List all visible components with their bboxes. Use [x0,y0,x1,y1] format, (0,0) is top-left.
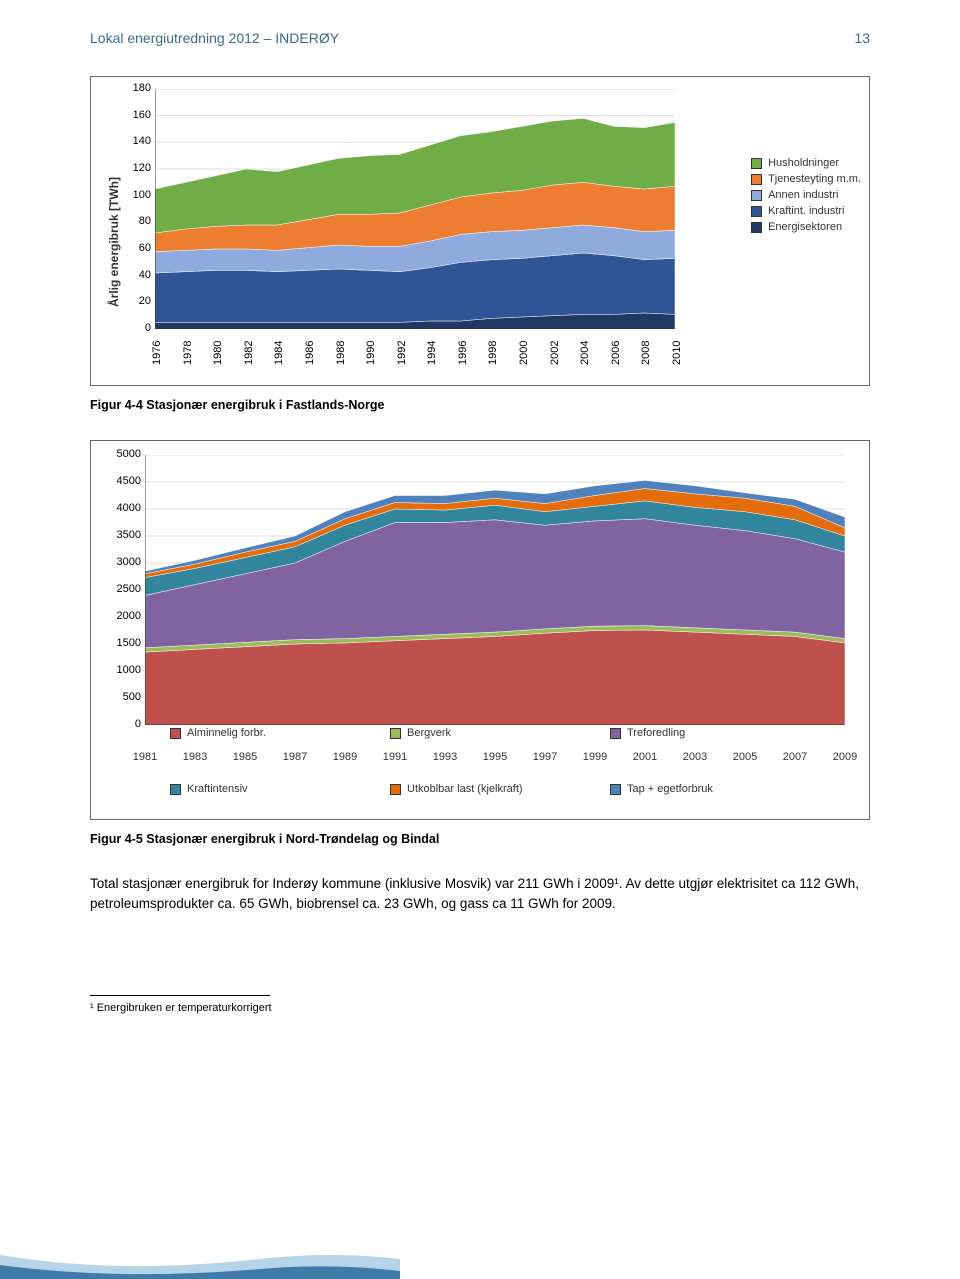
legend-label: Treforedling [627,727,685,739]
legend-label: Alminnelig forbr. [187,727,266,739]
chart-1: Årlig energibruk [TWh] 0 20 40 60 80 100 120 14… [90,76,870,386]
chart2-ytick: 3000 [109,556,141,568]
header-title: Lokal energiutredning 2012 – INDERØY [90,30,339,46]
chart1-xtick: 2010 [671,341,683,365]
legend-swatch-icon [610,784,621,795]
chart1-xtick: 1984 [273,341,285,365]
caption-2: Figur 4-5 Stasjonær energibruk i Nord-Tr… [90,832,870,846]
chart-2: 0500100015002000250030003500400045005000… [90,440,870,820]
legend-label: Bergverk [407,727,451,739]
chart1-xtick: 2000 [518,341,530,365]
legend-item: Kraftint. industri [751,205,861,217]
legend-swatch-icon [751,206,762,217]
legend-item: Bergverk [390,727,570,739]
legend-item: Annen industri [751,189,861,201]
legend-label: Utkoblbar last (kjelkraft) [407,783,523,795]
page-header: Lokal energiutredning 2012 – INDERØY 13 [90,30,870,46]
legend-swatch-icon [610,728,621,739]
chart1-ytick: 40 [121,269,151,281]
chart1-xtick: 1976 [151,341,163,365]
chart2-ytick: 500 [109,691,141,703]
chart1-ylabel: Årlig energibruk [TWh] [107,177,121,307]
chart1-ytick: 160 [121,109,151,121]
legend-swatch-icon [751,174,762,185]
chart1-ytick: 140 [121,135,151,147]
legend-label: Kraftint. industri [768,205,844,217]
chart1-xtick: 2002 [549,341,561,365]
legend-swatch-icon [170,728,181,739]
chart2-ytick: 2500 [109,583,141,595]
footnote: ¹ Energibruken er temperaturkorrigert [90,1002,870,1014]
legend-label: Tjenesteyting m.m. [768,173,861,185]
footer-swoosh-icon [0,1249,400,1279]
chart1-ytick: 0 [121,322,151,334]
chart1-xtick: 1982 [243,341,255,365]
legend-item: Tjenesteyting m.m. [751,173,861,185]
legend-item: Energisektoren [751,221,861,233]
chart1-xtick: 2008 [640,341,652,365]
legend-item: Kraftintensiv [170,783,350,795]
chart1-xtick: 1986 [304,341,316,365]
chart1-ytick: 180 [121,82,151,94]
chart1-xtick: 1990 [365,341,377,365]
caption-1: Figur 4-4 Stasjonær energibruk i Fastlan… [90,398,870,412]
chart1-xtick: 2004 [579,341,591,365]
legend-label: Kraftintensiv [187,783,248,795]
legend-label: Annen industri [768,189,838,201]
footnote-rule [90,995,270,996]
legend-label: Husholdninger [768,157,839,169]
chart1-xtick: 1980 [212,341,224,365]
chart1-ytick: 100 [121,189,151,201]
legend-swatch-icon [170,784,181,795]
chart2-ytick: 2000 [109,610,141,622]
chart1-ytick: 120 [121,162,151,174]
legend-swatch-icon [751,222,762,233]
legend-item: Tap + egetforbruk [610,783,790,795]
chart1-xtick: 1992 [396,341,408,365]
chart1-xtick: 1996 [457,341,469,365]
legend-item: Utkoblbar last (kjelkraft) [390,783,570,795]
chart1-ytick: 20 [121,295,151,307]
chart2-ytick: 4000 [109,502,141,514]
page-number: 13 [854,30,870,46]
chart1-ytick: 80 [121,215,151,227]
legend-swatch-icon [751,190,762,201]
chart2-ytick: 4500 [109,475,141,487]
legend-item: Alminnelig forbr. [170,727,350,739]
legend-swatch-icon [390,784,401,795]
chart1-xtick: 1998 [487,341,499,365]
legend-item: Husholdninger [751,157,861,169]
body-paragraph: Total stasjonær energibruk for Inderøy k… [90,874,870,915]
chart1-xtick: 2006 [610,341,622,365]
chart2-legend: Alminnelig forbr. Bergverk Treforedling Kra… [91,719,869,815]
chart1-legend: Husholdninger Tjenesteyting m.m. Annen ind… [751,157,861,237]
chart2-ytick: 5000 [109,448,141,460]
chart2-ytick: 1000 [109,664,141,676]
legend-swatch-icon [751,158,762,169]
legend-item: Treforedling [610,727,790,739]
chart1-xtick: 1978 [182,341,194,365]
chart2-ytick: 1500 [109,637,141,649]
chart2-ytick: 3500 [109,529,141,541]
legend-label: Energisektoren [768,221,842,233]
chart1-xtick: 1988 [335,341,347,365]
legend-swatch-icon [390,728,401,739]
chart1-ytick: 60 [121,242,151,254]
chart1-xtick: 1994 [426,341,438,365]
legend-label: Tap + egetforbruk [627,783,713,795]
